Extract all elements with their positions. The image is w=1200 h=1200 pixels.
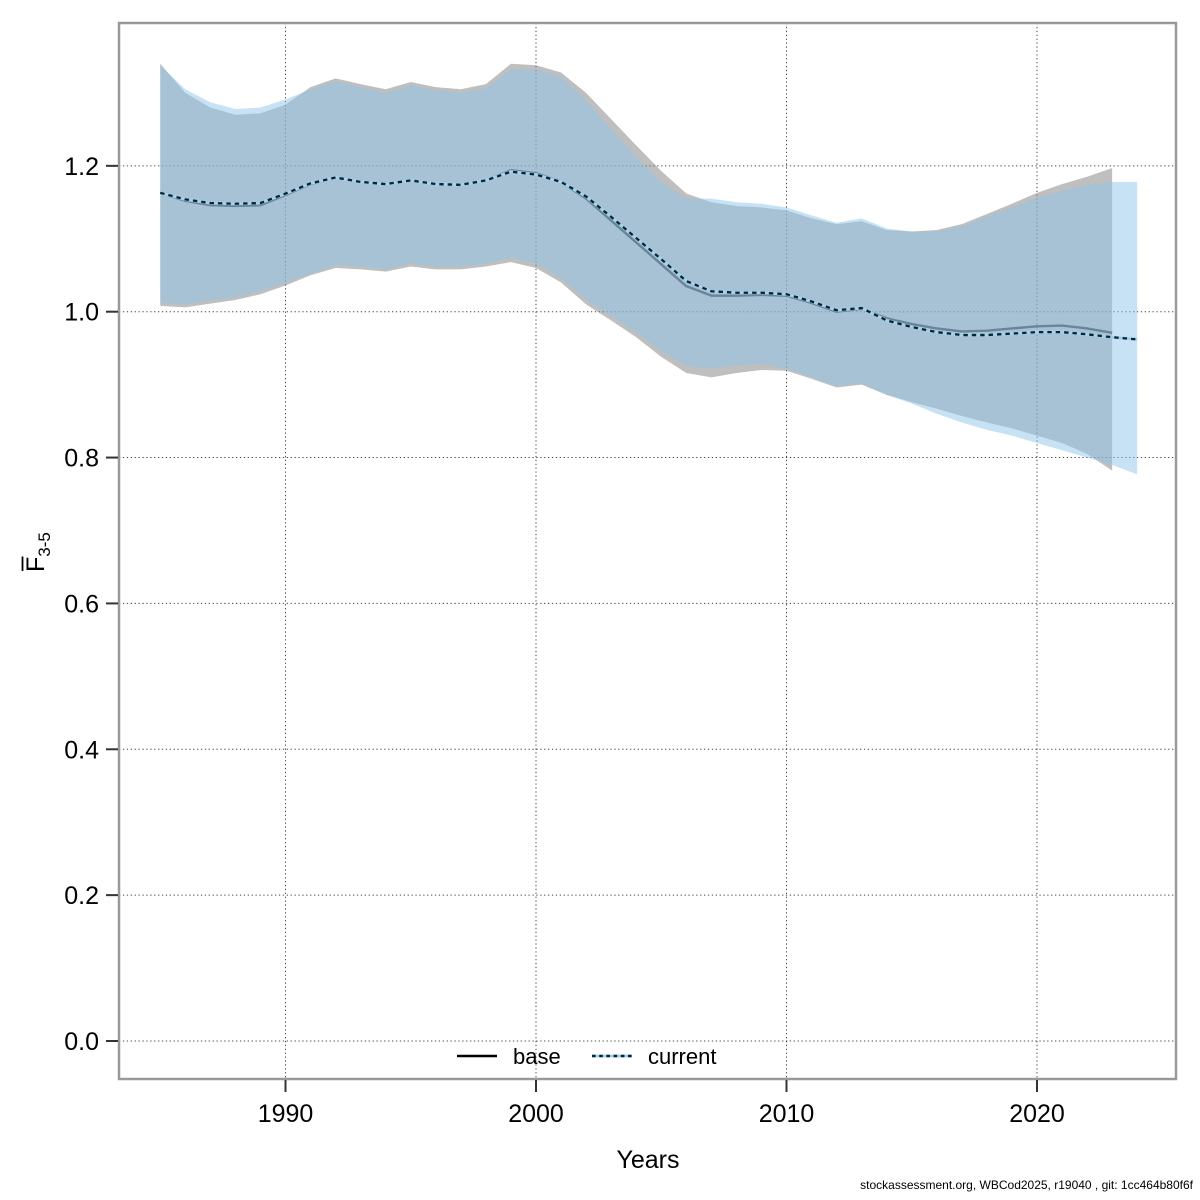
y-tick-label: 0.4 <box>64 736 99 764</box>
median-lines <box>159 65 1138 475</box>
y-axis-title-subscript: 3-5 <box>35 532 54 557</box>
y-tick-label: 0.8 <box>64 445 99 473</box>
plot-border <box>117 21 1178 1081</box>
footer-credit: stockassessment.org, WBCod2025, r19040 ,… <box>860 1178 1194 1192</box>
x-tick-label: 2020 <box>1009 1100 1065 1128</box>
svg-text:F3-5: F3-5 <box>22 532 54 572</box>
current-confidence-band <box>160 65 1138 475</box>
legend-current-label: current <box>648 1044 716 1069</box>
y-tick-label: 0.0 <box>64 1028 99 1056</box>
y-tick-label: 1.2 <box>64 153 99 181</box>
y-tick-label: 1.0 <box>64 299 99 327</box>
axis-tick-labels: 0.0 0.2 0.4 0.6 0.8 1.0 1.2 1990 2000 2010 2020 <box>64 153 1065 1128</box>
x-tick-label: 2000 <box>508 1100 564 1128</box>
x-tick-label: 1990 <box>258 1100 314 1128</box>
y-axis-title-letter: F <box>22 557 50 572</box>
legend-base-label: base <box>513 1044 561 1069</box>
x-tick-label: 2010 <box>759 1100 815 1128</box>
y-tick-label: 0.2 <box>64 882 99 910</box>
current-median-line <box>159 170 1138 341</box>
y-axis-title: F3-5 <box>21 532 54 572</box>
legend: base current <box>457 1044 716 1069</box>
y-tick-label: 0.6 <box>64 590 99 618</box>
axis-ticks <box>106 164 1038 1092</box>
x-axis-title: Years <box>616 1146 679 1174</box>
